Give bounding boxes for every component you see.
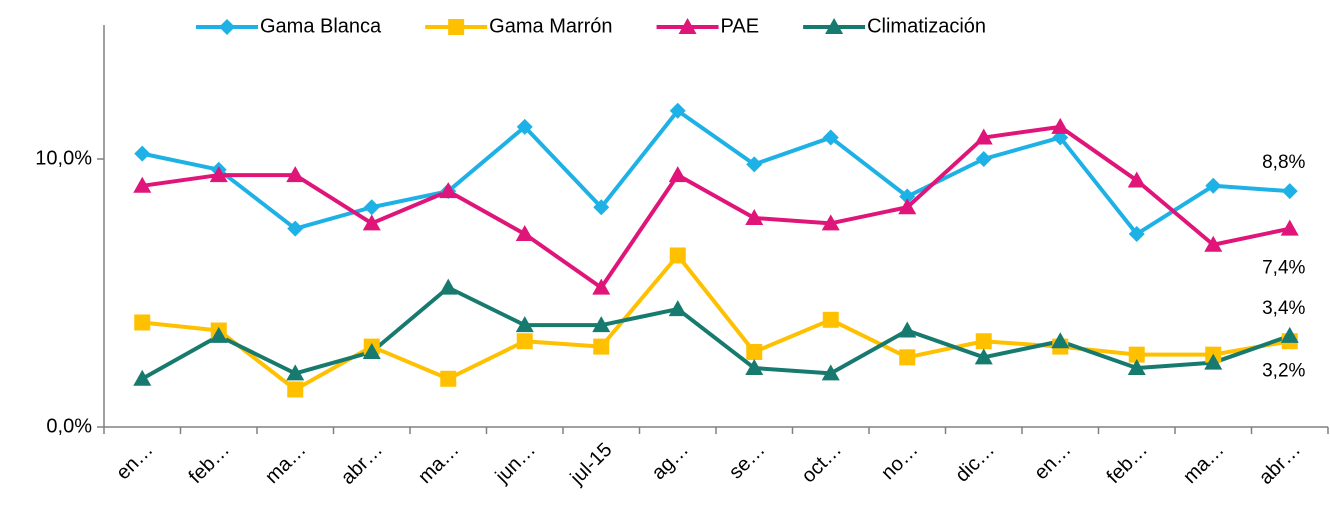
x-tick-label: ag… <box>648 439 693 484</box>
marker <box>899 349 916 366</box>
data-label: 3,2% <box>1262 360 1305 381</box>
y-tick-label: 0,0% <box>46 415 92 437</box>
marker <box>1127 359 1146 376</box>
marker <box>209 166 228 183</box>
x-tick-label: oct… <box>797 439 846 488</box>
marker <box>745 208 764 225</box>
x-tick-label: jul-15 <box>566 439 617 490</box>
marker <box>219 19 235 35</box>
data-label: 7,4% <box>1262 258 1305 279</box>
x-tick-label: ma… <box>1179 439 1228 488</box>
marker <box>1051 332 1070 349</box>
marker <box>516 118 533 135</box>
marker <box>209 326 228 343</box>
marker <box>593 338 610 355</box>
marker <box>1051 117 1070 134</box>
marker <box>899 188 916 205</box>
x-tick-label: abr… <box>337 439 387 489</box>
marker <box>822 129 839 146</box>
marker <box>1127 171 1146 188</box>
marker <box>286 364 305 381</box>
marker <box>592 278 611 295</box>
marker <box>287 220 304 237</box>
marker <box>974 128 993 145</box>
marker <box>898 321 917 338</box>
marker <box>362 214 381 231</box>
marker <box>1281 183 1298 200</box>
x-tick-label: abr… <box>1255 439 1305 489</box>
marker <box>822 311 839 328</box>
marker <box>1128 346 1145 363</box>
marker <box>1205 177 1222 194</box>
x-tick-label: en… <box>112 439 157 484</box>
marker <box>678 18 697 34</box>
marker <box>133 369 152 386</box>
x-tick-label: feb… <box>1103 439 1152 488</box>
marker <box>821 214 840 231</box>
marker <box>440 370 457 387</box>
marker <box>746 156 763 173</box>
marker <box>592 316 611 333</box>
marker <box>898 198 917 215</box>
marker <box>134 145 151 162</box>
marker <box>1128 226 1145 243</box>
marker <box>516 333 533 350</box>
marker <box>825 18 844 34</box>
series-line <box>142 253 1291 392</box>
marker <box>974 348 993 365</box>
marker <box>975 151 992 167</box>
data-label: 8,8% <box>1262 152 1305 173</box>
data-label: 3,4% <box>1262 298 1305 319</box>
marker <box>363 199 380 216</box>
series-line <box>141 285 1291 381</box>
marker <box>668 166 687 183</box>
marker <box>975 333 992 350</box>
marker <box>515 316 534 333</box>
x-tick-label: no… <box>877 439 922 484</box>
legend-label: Gama Marrón <box>489 15 612 37</box>
marker <box>134 314 151 331</box>
legend-label: PAE <box>721 15 760 37</box>
marker <box>133 176 152 193</box>
x-tick-label: jun… <box>491 439 540 488</box>
marker <box>1280 219 1299 236</box>
x-tick-label: ma… <box>261 439 310 488</box>
y-tick-label: 10,0% <box>35 147 92 169</box>
x-tick-label: dic… <box>951 439 999 487</box>
marker <box>668 300 687 317</box>
marker <box>669 102 686 119</box>
marker <box>1204 235 1223 252</box>
marker <box>362 342 381 359</box>
marker <box>746 343 763 360</box>
series-line <box>141 124 1291 290</box>
x-tick-label: en… <box>1030 439 1075 484</box>
marker <box>1280 326 1299 343</box>
legend: Gama Blanca Gama Marrón PAE Climatización <box>196 15 986 37</box>
marker <box>745 359 764 376</box>
legend-label: Gama Blanca <box>260 15 382 37</box>
marker <box>287 381 304 398</box>
marker <box>669 247 686 264</box>
marker <box>515 225 534 242</box>
marker <box>286 166 305 183</box>
marker <box>448 19 465 35</box>
x-tick-label: se… <box>725 439 770 484</box>
marker <box>593 199 610 216</box>
series-line <box>141 108 1290 237</box>
marker <box>1204 353 1223 370</box>
x-tick-label: feb… <box>185 439 234 488</box>
legend-label: Climatización <box>867 15 986 37</box>
marker <box>821 364 840 381</box>
marker <box>439 278 458 295</box>
marker <box>439 182 458 199</box>
x-tick-label: ma… <box>414 439 463 488</box>
